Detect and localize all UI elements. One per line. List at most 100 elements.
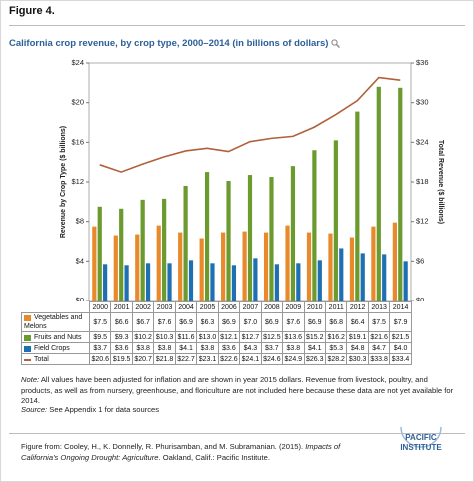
bar — [382, 254, 387, 301]
value-label: $12.7 — [239, 331, 262, 343]
value-label: $28.2 — [324, 353, 348, 365]
y2-tick-label: $30 — [416, 98, 429, 107]
bar — [226, 181, 231, 301]
bar — [188, 260, 194, 301]
x-tick-label: 2008 — [260, 301, 284, 313]
bar — [167, 263, 172, 301]
legend-cell: Field Crops — [21, 342, 90, 354]
x-tick-label: 2010 — [303, 301, 326, 313]
bar — [178, 232, 183, 301]
bar — [140, 199, 145, 301]
y-tick-label: $24 — [71, 58, 84, 67]
x-tick-label: 2004 — [174, 301, 198, 313]
value-label: $6.9 — [260, 312, 284, 332]
source-label: Source: — [21, 405, 48, 414]
title-text: California crop revenue, by crop type, 2… — [9, 38, 329, 49]
value-label: $6.3 — [196, 312, 219, 332]
value-label: $24.6 — [260, 353, 284, 365]
note: Note: All values have been adjusted for … — [21, 375, 461, 407]
note-label: Note: — [21, 375, 40, 384]
chart-title: California crop revenue, by crop type, 2… — [9, 38, 341, 49]
value-label: $30.3 — [346, 353, 369, 365]
bar — [135, 234, 140, 301]
x-tick-label: 2013 — [367, 301, 391, 313]
value-label: $3.6 — [217, 342, 241, 354]
value-label: $7.5 — [88, 312, 112, 332]
chart: $0 $4 $8 $12 $16 $20 $24 $0 $6 $12 $18 $24 $30 $36 Rev… — [60, 58, 444, 301]
citation-title: Impacts of California's Ongoing Drought:… — [21, 442, 341, 462]
line — [99, 76, 401, 173]
bar — [204, 172, 210, 301]
x-tick-label: 2000 — [88, 301, 112, 313]
y-tick-label: $12 — [71, 177, 84, 186]
rule — [9, 25, 465, 26]
value-label: $26.3 — [303, 353, 326, 365]
legend-label: Field Crops — [34, 344, 70, 352]
bar — [274, 264, 279, 301]
legend-swatch — [24, 315, 31, 321]
legend-label: Total — [34, 355, 49, 363]
value-label: $6.7 — [131, 312, 155, 332]
bar — [162, 198, 167, 301]
value-label: $19.5 — [110, 353, 133, 365]
legend-label: Vegetables and Melons — [24, 314, 83, 330]
bar — [156, 225, 161, 301]
value-label: $22.7 — [174, 353, 198, 365]
bar — [285, 225, 290, 301]
y2-axis-title: Total Revenue ($ billions) — [437, 140, 444, 224]
value-label: $9.3 — [110, 331, 133, 343]
bar — [269, 177, 274, 301]
x-tick-label: 2007 — [239, 301, 262, 313]
corner-cell — [22, 302, 90, 313]
zoom-icon[interactable] — [331, 39, 341, 48]
value-label: $3.8 — [131, 342, 155, 354]
value-label: $6.8 — [324, 312, 348, 332]
x-tick-label: 2002 — [131, 301, 155, 313]
bar — [376, 86, 381, 301]
value-label: $4.7 — [367, 342, 391, 354]
note-text: All values have been adjusted for inflat… — [21, 375, 454, 405]
x-tick-label: 2011 — [324, 301, 348, 313]
value-label: $7.5 — [367, 312, 391, 332]
value-label: $16.2 — [324, 331, 348, 343]
x-tick-label: 2012 — [346, 301, 369, 313]
x-tick-label: 2001 — [110, 301, 133, 313]
y2-tick-label: $36 — [416, 58, 429, 67]
source: Source: See Appendix 1 for data sources — [21, 405, 159, 416]
x-tick-label: 2005 — [196, 301, 219, 313]
y2-tick-label: $0 — [416, 296, 424, 301]
legend-cell: Total — [21, 353, 90, 365]
value-label: $4.1 — [303, 342, 326, 354]
value-label: $33.4 — [389, 353, 412, 365]
bar — [392, 222, 397, 301]
value-label: $6.6 — [110, 312, 133, 332]
citation-text: . Oakland, Calif.: Pacific Institute. — [158, 452, 270, 462]
logo-text: PACIFIC — [405, 433, 437, 442]
value-label: $5.3 — [324, 342, 348, 354]
value-label: $6.4 — [346, 312, 369, 332]
bar — [360, 253, 365, 301]
table-row: Vegetables and Melons $7.5 $6.6 $6.7 $7.6 $6.… — [21, 312, 412, 332]
bar — [242, 231, 247, 301]
logo: PACIFIC INSTITUTE — [400, 426, 442, 452]
bar — [253, 258, 258, 301]
bar — [398, 87, 403, 301]
value-label: $20.7 — [131, 353, 155, 365]
table-row: Total $20.6 $19.5 $20.7 $21.8 $22.7 $23.1 $22.6… — [21, 353, 412, 365]
bar — [231, 265, 237, 301]
bar — [290, 166, 296, 301]
value-label: $4.3 — [239, 342, 262, 354]
logo-text: INSTITUTE — [400, 443, 442, 452]
legend-cell: Vegetables and Melons — [21, 312, 90, 332]
value-label: $23.1 — [196, 353, 219, 365]
citation-text: Figure from: Cooley, H., K. Donnelly, R.… — [21, 442, 306, 451]
x-tick-label: 2014 — [389, 301, 412, 313]
value-label: $21.5 — [389, 331, 412, 343]
rule — [9, 433, 465, 434]
x-tick-label: 2009 — [282, 301, 305, 313]
value-label: $6.9 — [174, 312, 198, 332]
value-label: $12.5 — [260, 331, 284, 343]
citation: Figure from: Cooley, H., K. Donnelly, R.… — [21, 442, 341, 463]
value-label: $21.8 — [153, 353, 176, 365]
bar — [124, 265, 129, 301]
